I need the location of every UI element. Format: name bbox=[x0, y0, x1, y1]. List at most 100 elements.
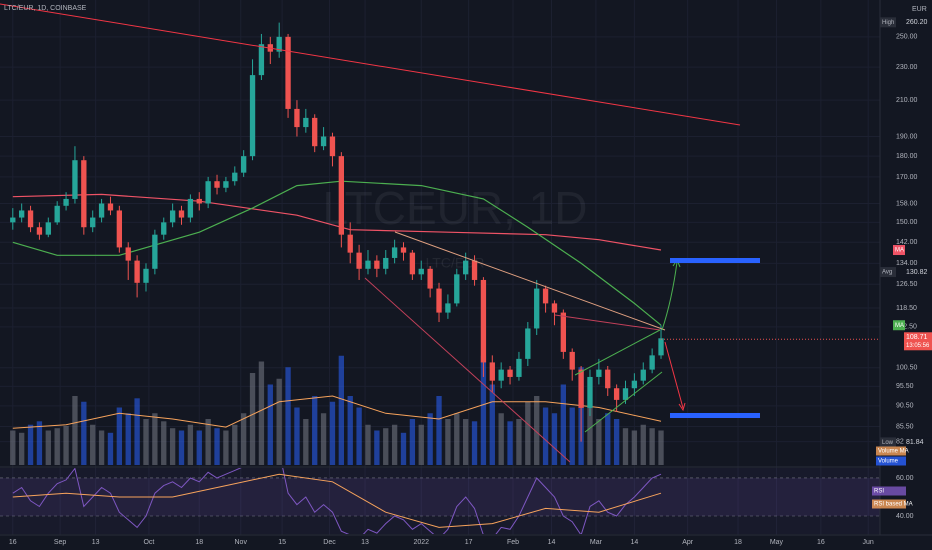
currency: EUR bbox=[912, 6, 927, 13]
candle-body bbox=[276, 36, 282, 52]
volume-bar bbox=[534, 396, 540, 465]
ma-badge bbox=[893, 245, 905, 256]
x-tick-label: 15 bbox=[278, 539, 286, 546]
y-tick-label: 250.00 bbox=[896, 34, 918, 41]
x-tick-label: 13 bbox=[361, 539, 369, 546]
x-tick-label: 18 bbox=[195, 539, 203, 546]
trendline bbox=[554, 314, 661, 331]
candle-body bbox=[294, 108, 300, 128]
volume-bar bbox=[445, 419, 451, 465]
channel-line bbox=[574, 329, 661, 376]
volume-bar bbox=[285, 367, 291, 465]
volume-bar bbox=[365, 424, 371, 465]
volume-bar bbox=[258, 361, 265, 465]
candle-body bbox=[161, 222, 167, 235]
candle-body bbox=[125, 247, 131, 261]
ma-badge bbox=[893, 320, 905, 331]
volume-bar bbox=[90, 424, 96, 465]
volume-bar bbox=[178, 430, 185, 465]
candle-body bbox=[454, 274, 460, 304]
legend-label: RSI based MA bbox=[874, 502, 913, 508]
x-tick-label: Sep bbox=[54, 539, 67, 546]
volume-bar bbox=[640, 424, 646, 465]
legend-badge bbox=[872, 499, 906, 509]
x-tick-label: 14 bbox=[630, 539, 638, 546]
volume-bar bbox=[587, 407, 593, 465]
x-tick-label: 16 bbox=[9, 539, 17, 546]
value-badge bbox=[904, 267, 932, 278]
legend-label: Volume MA bbox=[878, 449, 909, 455]
candle-body bbox=[445, 303, 451, 313]
y-tick-label: 85.50 bbox=[896, 423, 914, 430]
x-tick-label: Jun bbox=[863, 539, 874, 546]
volume-bar bbox=[72, 396, 78, 465]
y-tick-label: 95.50 bbox=[896, 383, 914, 390]
candle-body bbox=[232, 172, 238, 182]
axis-layer: 250.00 230.00 210.00 190.00 180.00 170.00 158.… bbox=[9, 17, 932, 546]
y-tick-label: 126.50 bbox=[896, 281, 918, 288]
volume-bar bbox=[312, 396, 318, 465]
countdown: 13:05:56 bbox=[906, 343, 930, 349]
candle-body bbox=[249, 75, 256, 157]
candle-body bbox=[116, 210, 123, 248]
label-value: 130.82 bbox=[906, 269, 928, 276]
candle-body bbox=[658, 338, 664, 356]
candle-body bbox=[480, 279, 487, 363]
volume-bar bbox=[613, 419, 620, 465]
volume-ma bbox=[12, 395, 662, 429]
candle-body bbox=[152, 234, 158, 269]
volume-bar bbox=[125, 413, 131, 465]
candle-body bbox=[489, 362, 495, 381]
y-tick-label: 118.50 bbox=[896, 305, 917, 312]
candle-body bbox=[241, 156, 247, 173]
volume-bar bbox=[81, 401, 87, 465]
volume-bar bbox=[489, 384, 495, 465]
legend-label: RSI bbox=[874, 489, 884, 495]
candle-body bbox=[107, 203, 114, 211]
candle-body bbox=[45, 222, 51, 235]
x-tick-label: 16 bbox=[817, 539, 825, 546]
candle-body bbox=[534, 288, 540, 329]
candle-body bbox=[143, 268, 149, 283]
candle-body bbox=[312, 117, 318, 147]
watermark: LTCEUR, 1D bbox=[323, 182, 588, 234]
candle-body bbox=[196, 198, 202, 204]
candle-body bbox=[81, 160, 87, 228]
ma-label: MA bbox=[895, 323, 904, 329]
volume-bar bbox=[45, 430, 51, 465]
volume-bar bbox=[205, 419, 211, 465]
candle-body bbox=[27, 210, 34, 228]
candle-body bbox=[613, 388, 620, 400]
last-price: 108.71 bbox=[906, 334, 928, 341]
candle-body bbox=[605, 369, 611, 389]
candle-body bbox=[134, 260, 140, 283]
volume-bar bbox=[551, 413, 558, 465]
candle-body bbox=[214, 181, 220, 188]
candle-body bbox=[427, 268, 433, 289]
volume-bar bbox=[542, 407, 549, 465]
last-price-badge bbox=[904, 332, 932, 351]
candle-body bbox=[187, 198, 194, 218]
x-tick-label: 13 bbox=[92, 539, 100, 546]
volume-bar bbox=[232, 424, 238, 465]
volume-bar bbox=[329, 401, 336, 465]
candle-body bbox=[507, 369, 513, 377]
volume-bar bbox=[107, 432, 114, 465]
rsi-ma bbox=[12, 473, 662, 528]
y-tick-label: 230.00 bbox=[896, 64, 918, 71]
volume-bar bbox=[480, 355, 487, 465]
candle-body bbox=[551, 303, 558, 313]
volume-bar bbox=[10, 430, 16, 465]
candle-body bbox=[36, 227, 43, 235]
candle-body bbox=[391, 247, 398, 258]
drawings bbox=[0, 3, 760, 463]
x-tick-label: 17 bbox=[465, 539, 473, 546]
volume-bar bbox=[249, 373, 256, 465]
y-tick-label: 170.00 bbox=[896, 174, 918, 181]
volume-bar bbox=[569, 407, 575, 465]
candle-body bbox=[205, 181, 211, 204]
volume-bar bbox=[338, 355, 345, 465]
volume-bar bbox=[400, 432, 407, 465]
legend-badge bbox=[876, 446, 906, 456]
